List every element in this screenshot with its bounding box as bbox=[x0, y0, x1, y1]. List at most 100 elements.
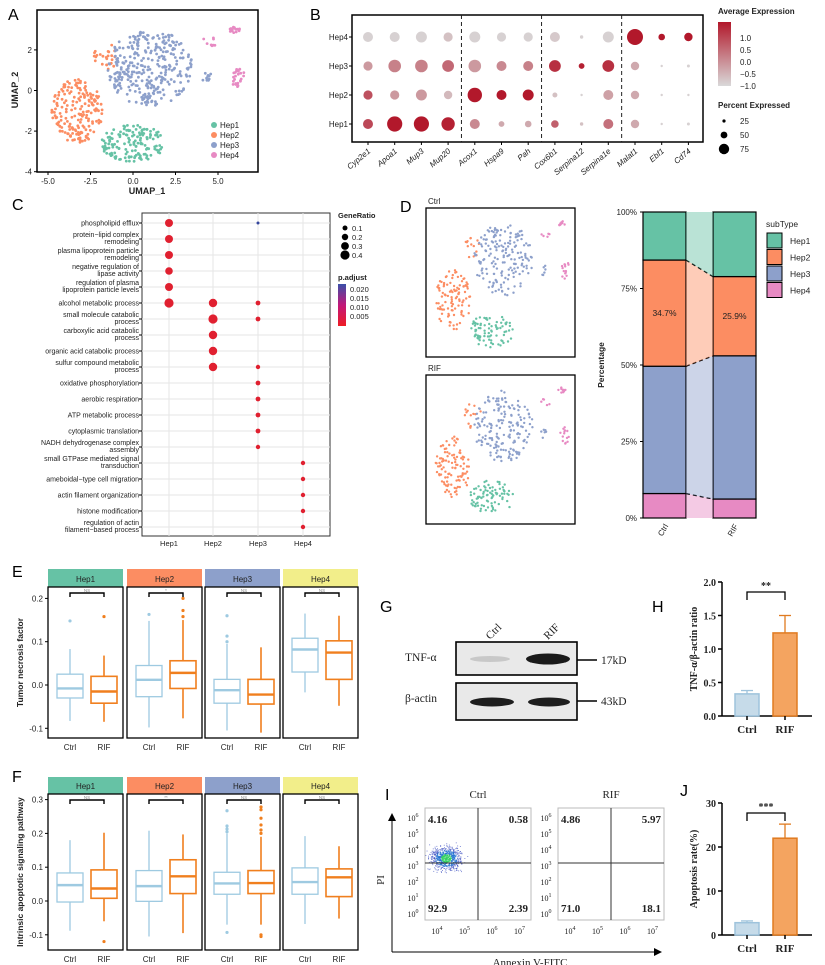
umap-point-hep2 bbox=[453, 435, 456, 438]
expression-dot bbox=[660, 122, 663, 126]
flow-event bbox=[455, 855, 457, 857]
flow-event bbox=[451, 853, 453, 854]
flow-event bbox=[439, 861, 440, 863]
umap-point-hep3 bbox=[157, 74, 161, 78]
alluvial-band-hep4 bbox=[686, 493, 713, 518]
y-tick-label: 103 bbox=[541, 861, 552, 871]
flow-event bbox=[449, 858, 451, 860]
umap-point-hep3 bbox=[185, 67, 189, 70]
flow-event bbox=[450, 865, 452, 866]
box-ctrl bbox=[56, 673, 84, 699]
expression-dot bbox=[523, 32, 533, 42]
umap-point-hep3 bbox=[154, 102, 158, 106]
flow-event bbox=[436, 861, 437, 863]
umap-point-hep3 bbox=[170, 34, 174, 37]
umap-point-hep3 bbox=[528, 422, 532, 426]
flow-event bbox=[440, 857, 442, 858]
umap-point-hep1 bbox=[127, 156, 131, 159]
umap-point-hep2 bbox=[62, 85, 66, 89]
flow-event bbox=[436, 860, 438, 862]
umap-point-hep3 bbox=[495, 249, 498, 252]
flow-event bbox=[444, 852, 446, 854]
umap-point-hep2 bbox=[445, 275, 448, 278]
umap-point-hep4 bbox=[237, 28, 241, 31]
flow-event bbox=[447, 849, 449, 851]
umap-point-hep4 bbox=[236, 84, 240, 88]
flow-event bbox=[435, 855, 436, 857]
flow-event bbox=[436, 854, 438, 856]
flow-event bbox=[461, 863, 463, 865]
flow-event bbox=[451, 856, 453, 857]
umap-point-hep3 bbox=[142, 96, 146, 100]
umap-point-hep2 bbox=[439, 473, 443, 476]
flow-event bbox=[432, 861, 434, 863]
flow-event bbox=[454, 858, 456, 859]
go-term-label: NADH dehydrogenase complex bbox=[41, 440, 140, 447]
umap-point-hep1 bbox=[151, 137, 155, 141]
umap-point-hep1 bbox=[145, 147, 148, 151]
umap-point-hep3 bbox=[520, 262, 524, 265]
flow-event bbox=[431, 850, 433, 852]
umap-point-hep3 bbox=[513, 440, 516, 444]
flow-event bbox=[446, 872, 447, 874]
umap-point-hep3 bbox=[117, 77, 121, 81]
flow-event bbox=[441, 868, 442, 869]
size-legend-label: 0.4 bbox=[352, 251, 362, 260]
go-term-label: carboxylic acid catabolic bbox=[64, 328, 140, 335]
flow-event bbox=[442, 861, 444, 862]
flow-event bbox=[448, 868, 450, 870]
umap-point-hep3 bbox=[543, 431, 546, 434]
flow-event bbox=[443, 855, 444, 857]
umap-point-hep3 bbox=[151, 36, 155, 40]
umap-point-hep1 bbox=[111, 145, 115, 149]
umap-point-hep3 bbox=[519, 418, 523, 422]
umap-point-hep3 bbox=[476, 273, 479, 277]
flow-event bbox=[442, 859, 444, 861]
umap-point-hep3 bbox=[143, 65, 147, 69]
umap-point-hep3 bbox=[188, 74, 192, 78]
umap-point-hep1 bbox=[149, 129, 152, 133]
umap-point-hep2 bbox=[443, 483, 446, 486]
quadrant-value-ul: 4.86 bbox=[561, 814, 581, 826]
flow-event bbox=[447, 851, 449, 853]
umap-point-hep3 bbox=[140, 102, 144, 105]
umap-point-hep2 bbox=[83, 102, 87, 106]
umap-point-hep1 bbox=[511, 492, 514, 496]
go-term-dot bbox=[300, 492, 306, 498]
umap-point-hep3 bbox=[154, 87, 158, 91]
umap-point-hep2 bbox=[83, 96, 86, 99]
umap-point-hep3 bbox=[499, 455, 502, 458]
umap-point-hep3 bbox=[154, 100, 157, 103]
umap-point-hep3 bbox=[154, 42, 158, 46]
y-tick-label: 0 bbox=[28, 87, 33, 96]
umap-point-hep2 bbox=[447, 490, 451, 493]
umap-point-hep2 bbox=[71, 132, 74, 135]
umap-point-hep2 bbox=[79, 130, 83, 134]
legend-swatch-hep2 bbox=[211, 132, 217, 138]
umap-point-hep3 bbox=[145, 100, 149, 103]
x-tick-label: Ctrl bbox=[737, 943, 757, 955]
umap-point-hep2 bbox=[454, 466, 457, 469]
umap-point-hep2 bbox=[445, 440, 448, 443]
umap-point-hep3 bbox=[495, 267, 499, 270]
umap-point-hep1 bbox=[101, 145, 105, 149]
flow-event bbox=[438, 855, 440, 857]
umap-point-hep2 bbox=[91, 93, 95, 97]
flow-event bbox=[442, 861, 444, 863]
umap-point-hep2 bbox=[463, 277, 466, 280]
umap-point-hep2 bbox=[446, 476, 449, 479]
go-term-label: actin filament organization bbox=[58, 493, 139, 500]
significance-bracket bbox=[304, 592, 340, 597]
umap-point-hep2 bbox=[58, 125, 62, 128]
box-rif bbox=[169, 659, 197, 690]
umap-point-hep2 bbox=[446, 455, 449, 458]
x-tick-label: Ctrl bbox=[299, 743, 312, 752]
umap-point-hep4 bbox=[229, 28, 233, 32]
umap-point-hep3 bbox=[522, 265, 525, 268]
umap-point-hep3 bbox=[486, 425, 489, 428]
umap-point-hep2 bbox=[448, 320, 451, 324]
flow-event bbox=[435, 860, 437, 862]
umap-point-hep3 bbox=[136, 34, 140, 38]
outlier-point bbox=[102, 939, 106, 944]
flow-event bbox=[453, 856, 455, 857]
